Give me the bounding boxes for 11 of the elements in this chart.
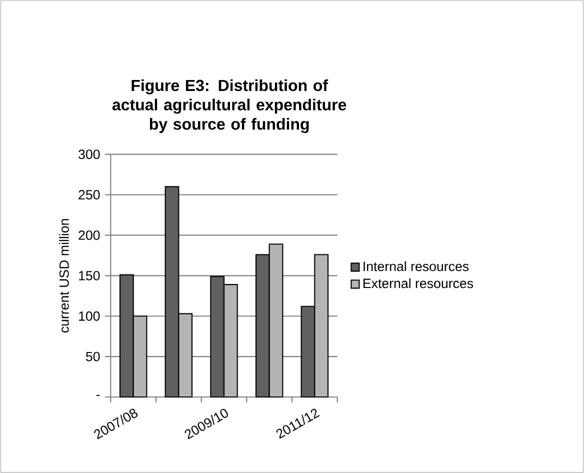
y-tick-label: 50 — [86, 352, 100, 362]
y-tick-label: 250 — [78, 190, 100, 200]
legend-label: External resources — [363, 278, 474, 288]
y-tick-label: 300 — [78, 150, 100, 160]
chart-title: Figure E3: Distribution of actual agricultural expenditure by source of funding — [112, 79, 346, 134]
y-tick-label: 200 — [78, 230, 100, 240]
legend-label: Internal resources — [364, 261, 469, 272]
y-axis-title: current USD million — [59, 219, 69, 333]
y-tick-label: - — [96, 394, 100, 396]
y-tick-label: 100 — [79, 311, 100, 321]
y-tick-label: 150 — [79, 270, 100, 280]
